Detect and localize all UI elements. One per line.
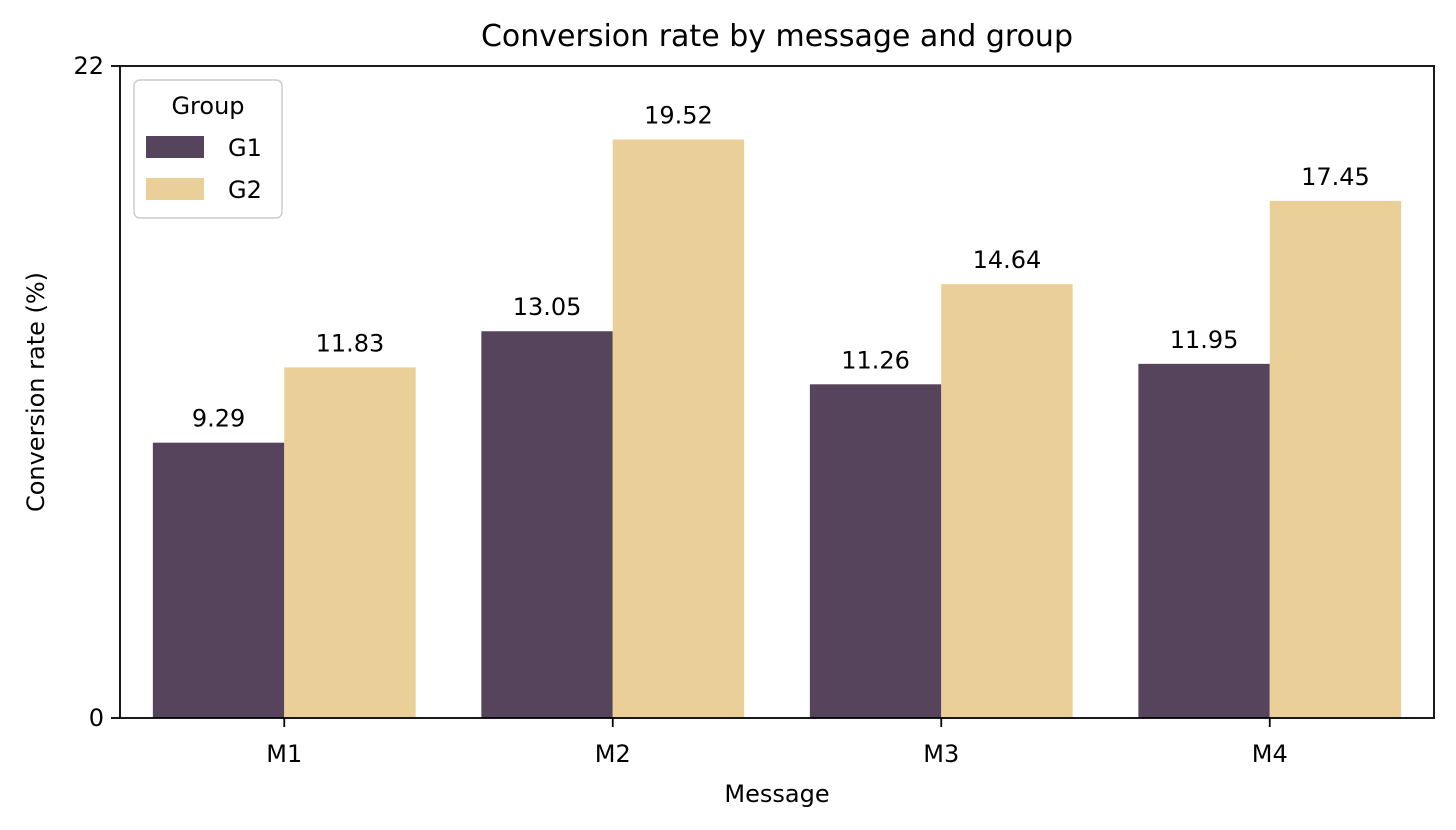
legend-label-g2: G2: [228, 176, 262, 204]
legend-label-g1: G1: [228, 134, 262, 162]
x-tick-label-m4: M4: [1252, 740, 1288, 768]
plot-frame: [119, 65, 1435, 719]
chart-title: Conversion rate by message and group: [481, 19, 1073, 54]
x-tick-label-m3: M3: [923, 740, 959, 768]
x-tick-label-m1: M1: [266, 740, 302, 768]
bar-label-g1-m1: 9.29: [192, 405, 245, 433]
bar-label-g1-m4: 11.95: [1170, 326, 1239, 354]
bar-g1-m1: [152, 442, 285, 718]
bar-g1-m3: [809, 384, 942, 718]
legend-swatch-g1: [146, 136, 204, 158]
bar-label-g1-m3: 11.26: [841, 346, 910, 374]
bar-label-g2-m4: 17.45: [1301, 163, 1370, 191]
bar-g1-m4: [1138, 363, 1270, 718]
legend: Group G1 G2: [133, 79, 283, 219]
y-tick-label: 22: [73, 52, 104, 80]
bar-g1-m2: [481, 331, 613, 718]
y-axis-label: Conversion rate (%): [22, 272, 50, 512]
legend-swatch-g2: [146, 178, 204, 200]
bar-labels-group: 9.29 13.05 11.26 11.95 11.83 19.52 14.64 17.45: [192, 101, 1370, 432]
bar-label-g2-m1: 11.83: [316, 329, 385, 357]
y-axis: 0 22: [73, 52, 120, 732]
x-axis: M1 M2 M3 M4: [266, 718, 1288, 768]
legend-title: Group: [171, 92, 244, 120]
bar-label-g2-m3: 14.64: [973, 246, 1042, 274]
bar-g2-m3: [941, 284, 1073, 718]
bars-group: [152, 139, 1402, 719]
bar-g2-m2: [612, 139, 745, 719]
bar-label-g2-m2: 19.52: [644, 101, 713, 129]
bar-label-g1-m2: 13.05: [513, 293, 582, 321]
bar-g2-m1: [284, 367, 416, 718]
x-axis-label: Message: [724, 780, 829, 808]
y-tick-label: 0: [89, 704, 104, 732]
x-tick-label-m2: M2: [595, 740, 631, 768]
bar-g2-m4: [1269, 200, 1402, 718]
